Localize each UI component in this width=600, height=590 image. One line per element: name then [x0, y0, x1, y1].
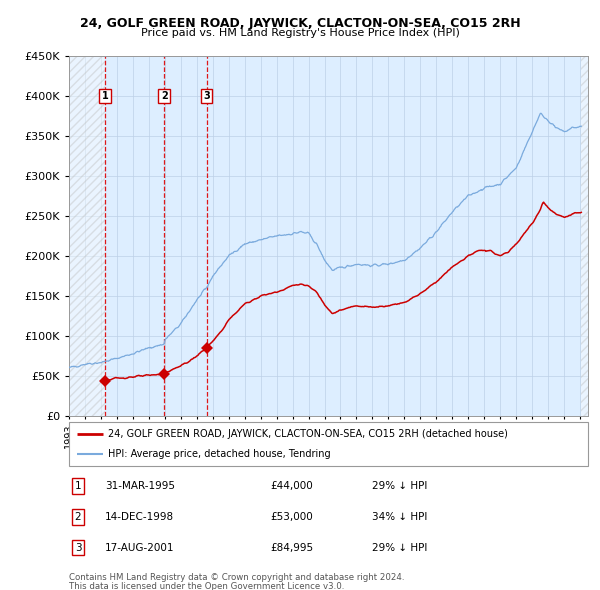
Text: 24, GOLF GREEN ROAD, JAYWICK, CLACTON-ON-SEA, CO15 2RH: 24, GOLF GREEN ROAD, JAYWICK, CLACTON-ON…: [80, 17, 520, 30]
Text: 1: 1: [74, 481, 82, 491]
Text: 24, GOLF GREEN ROAD, JAYWICK, CLACTON-ON-SEA, CO15 2RH (detached house): 24, GOLF GREEN ROAD, JAYWICK, CLACTON-ON…: [108, 430, 508, 439]
Bar: [69, 56, 105, 416]
Text: 17-AUG-2001: 17-AUG-2001: [105, 543, 175, 552]
Text: 34% ↓ HPI: 34% ↓ HPI: [372, 512, 427, 522]
Text: 29% ↓ HPI: 29% ↓ HPI: [372, 543, 427, 552]
Bar: [581, 56, 588, 416]
Text: 2: 2: [74, 512, 82, 522]
Text: 1: 1: [101, 91, 109, 101]
Text: Price paid vs. HM Land Registry's House Price Index (HPI): Price paid vs. HM Land Registry's House …: [140, 28, 460, 38]
Text: £44,000: £44,000: [270, 481, 313, 491]
Text: HPI: Average price, detached house, Tendring: HPI: Average price, detached house, Tend…: [108, 449, 331, 458]
Text: 31-MAR-1995: 31-MAR-1995: [105, 481, 175, 491]
Text: £84,995: £84,995: [270, 543, 313, 552]
Text: £53,000: £53,000: [270, 512, 313, 522]
Text: This data is licensed under the Open Government Licence v3.0.: This data is licensed under the Open Gov…: [69, 582, 344, 590]
Text: 2: 2: [161, 91, 167, 101]
Text: 29% ↓ HPI: 29% ↓ HPI: [372, 481, 427, 491]
Text: 14-DEC-1998: 14-DEC-1998: [105, 512, 174, 522]
Text: 3: 3: [74, 543, 82, 552]
Text: Contains HM Land Registry data © Crown copyright and database right 2024.: Contains HM Land Registry data © Crown c…: [69, 573, 404, 582]
FancyBboxPatch shape: [69, 422, 588, 466]
Text: 3: 3: [203, 91, 210, 101]
